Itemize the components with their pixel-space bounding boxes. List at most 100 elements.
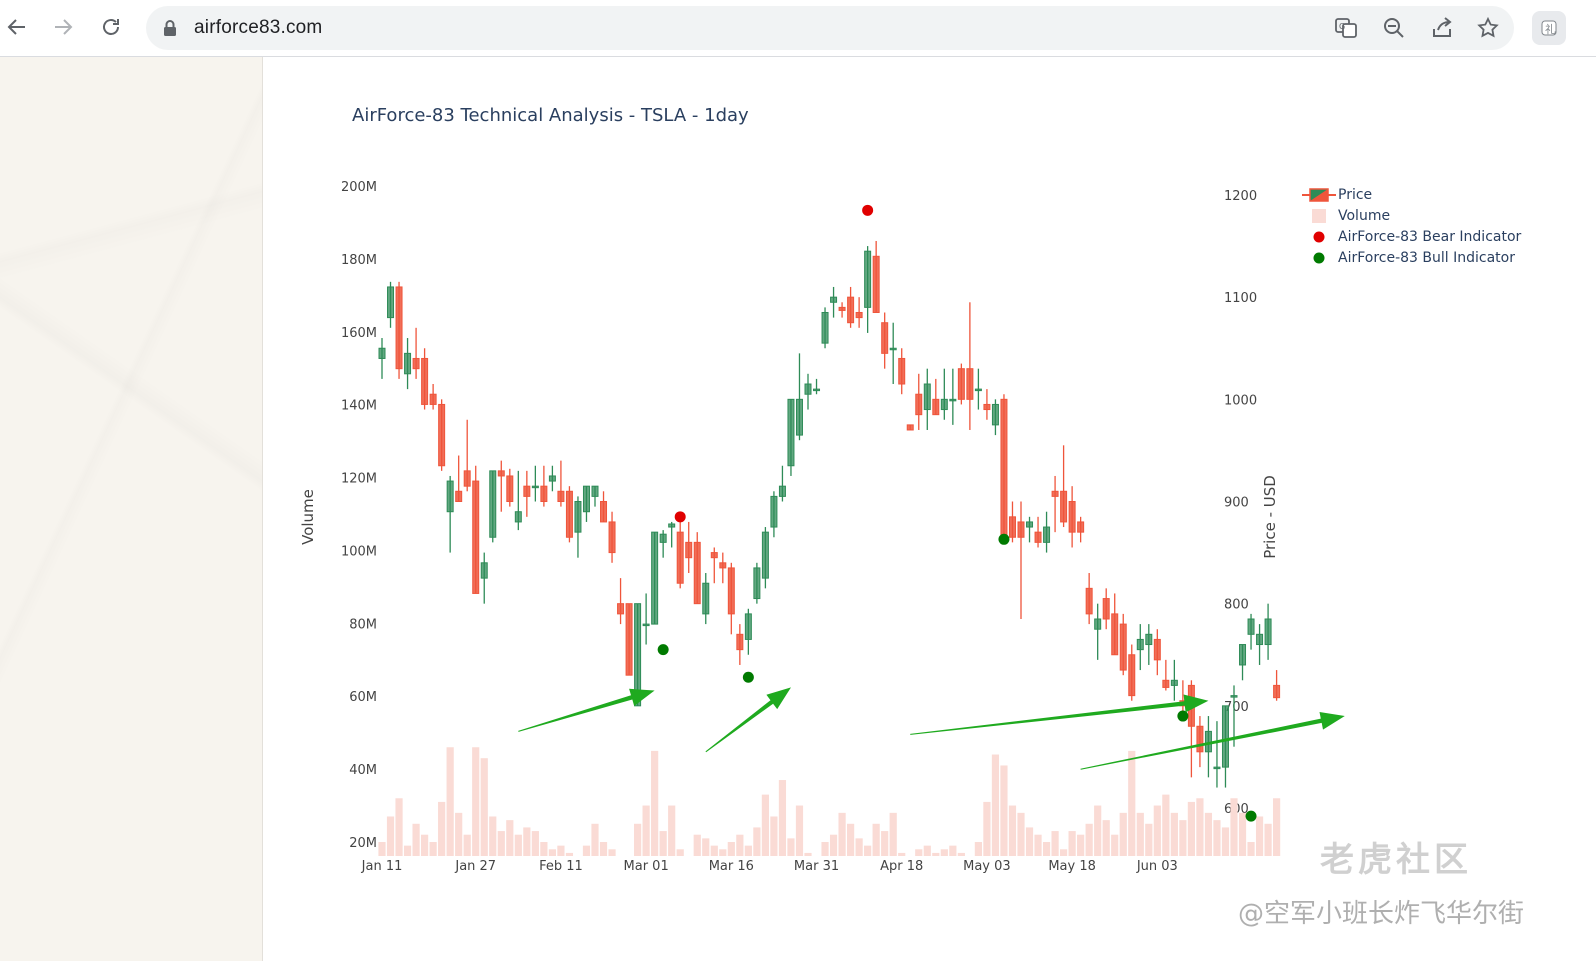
bear-indicator-dot xyxy=(674,511,686,523)
candle-body xyxy=(1043,526,1051,543)
candle xyxy=(787,398,795,476)
candle xyxy=(974,368,982,410)
red-dot-legend-icon xyxy=(1313,231,1325,242)
price-tick-label: 900 xyxy=(1224,496,1249,511)
bull-indicator-dot xyxy=(657,644,669,656)
annotation-arrows xyxy=(518,687,1345,770)
forward-button[interactable] xyxy=(46,10,80,44)
volume-bar xyxy=(1051,831,1059,856)
star-icon[interactable] xyxy=(1476,16,1500,40)
candle xyxy=(582,485,590,522)
candle xyxy=(847,286,855,328)
candle xyxy=(497,460,505,512)
candle xyxy=(1060,445,1068,528)
candle xyxy=(429,384,437,410)
reload-button[interactable] xyxy=(94,10,128,44)
candle xyxy=(1102,588,1110,630)
volume-bar xyxy=(386,816,395,856)
volume-bar xyxy=(659,831,667,856)
candle-body xyxy=(497,470,505,477)
candle xyxy=(813,378,821,395)
legend-item-volume[interactable]: Volume xyxy=(1300,205,1521,226)
candle-body xyxy=(949,398,957,402)
candle-body xyxy=(932,398,940,416)
volume-bar xyxy=(829,834,838,856)
candle xyxy=(1136,624,1144,671)
candle-body xyxy=(804,383,812,395)
address-bar[interactable]: airforce83.com G xyxy=(146,6,1514,50)
legend-item-bull[interactable]: AirForce-83 Bull Indicator xyxy=(1300,247,1521,268)
candle-body xyxy=(855,311,863,319)
price-tick-label: 1200 xyxy=(1224,189,1257,204)
candle-body xyxy=(659,533,667,543)
candle xyxy=(838,302,846,318)
candle-body xyxy=(625,603,633,676)
share-icon[interactable] xyxy=(1430,16,1454,40)
volume-bar xyxy=(1238,812,1247,856)
legend-item-bear[interactable]: AirForce-83 Bear Indicator xyxy=(1300,226,1521,247)
candle-body xyxy=(1034,531,1042,543)
volume-bar xyxy=(1017,812,1025,856)
candle-body xyxy=(582,485,590,513)
x-tick-label: Apr 18 xyxy=(880,859,923,874)
candle-body xyxy=(676,531,684,584)
left-background-panel xyxy=(0,57,263,961)
candle xyxy=(1085,573,1093,625)
volume-bar xyxy=(1230,798,1238,856)
candle xyxy=(540,465,548,507)
candle-body xyxy=(1256,633,1264,646)
candle-body xyxy=(813,388,821,392)
extension-button[interactable]: 礼 xyxy=(1532,11,1566,45)
candle xyxy=(472,465,480,594)
extension-icon: 礼 xyxy=(1541,20,1557,36)
translate-icon[interactable]: G xyxy=(1334,16,1358,40)
candle xyxy=(395,281,403,379)
volume-bar xyxy=(599,842,608,856)
volume-bar xyxy=(548,849,556,856)
x-tick-label: May 03 xyxy=(963,859,1011,874)
candle xyxy=(830,286,838,318)
candle xyxy=(1043,511,1051,553)
volume-bar xyxy=(1187,801,1195,856)
annotation-arrow xyxy=(518,688,655,732)
annotation-arrow xyxy=(910,694,1209,735)
candle xyxy=(668,521,676,548)
legend-item-price[interactable]: Price xyxy=(1300,184,1521,205)
candle xyxy=(387,281,395,328)
candle-body xyxy=(557,490,565,502)
url-text[interactable]: airforce83.com xyxy=(194,17,323,38)
volume-tick-label: 160M xyxy=(341,326,377,341)
zoom-out-icon[interactable] xyxy=(1382,16,1406,40)
candle-body xyxy=(651,531,659,625)
indicator-markers xyxy=(657,204,1257,822)
candle-body xyxy=(1094,618,1102,630)
square-legend-icon xyxy=(1312,208,1326,223)
candle xyxy=(489,470,497,543)
candle-body xyxy=(1060,490,1068,523)
candle-body xyxy=(463,470,471,487)
candle-body xyxy=(847,296,855,324)
candle-body xyxy=(974,388,982,392)
volume-bar xyxy=(957,852,965,856)
price-tick-label: 800 xyxy=(1224,598,1249,613)
volume-bar xyxy=(719,849,727,856)
candle xyxy=(719,552,727,584)
volume-bar xyxy=(412,823,420,856)
candle xyxy=(1213,721,1221,788)
candle xyxy=(506,468,514,507)
candle-body xyxy=(906,424,914,431)
back-button[interactable] xyxy=(0,10,34,44)
volume-bar xyxy=(651,750,659,856)
candle-body xyxy=(378,347,386,359)
candle xyxy=(651,531,659,625)
candle-body xyxy=(1068,501,1076,533)
volume-bar xyxy=(1162,794,1170,856)
volume-bar xyxy=(395,798,403,856)
volume-bar xyxy=(472,747,480,856)
candle-body xyxy=(1196,725,1204,753)
candle xyxy=(412,327,420,379)
candle-body xyxy=(668,523,676,528)
x-tick-label: Mar 01 xyxy=(624,859,669,874)
candle-body xyxy=(685,541,693,559)
candle-body xyxy=(710,552,718,559)
